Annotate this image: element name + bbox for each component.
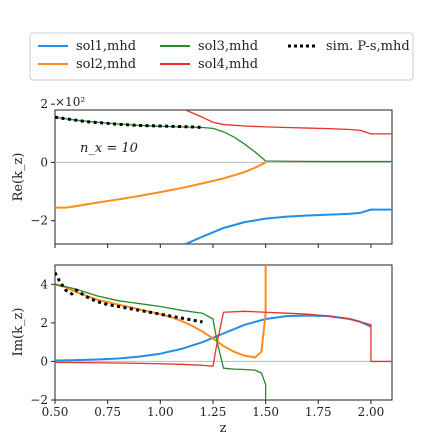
x-tick-label: 1.50 <box>252 405 279 419</box>
legend-label: sim. P-s,mhd <box>326 39 410 54</box>
y-tick-label: 4 <box>40 277 48 291</box>
series-sol2-mhd <box>55 161 267 209</box>
legend-label: sol4,mhd <box>198 57 258 72</box>
x-axis-label: z <box>220 421 227 436</box>
bottom-panel: 4 2 0 −2 0.50 0.75 1.00 1.25 1.50 1.75 2.00 Im(k_… <box>11 264 393 436</box>
bottom-y-ticks: 4 2 0 −2 <box>30 277 55 407</box>
x-tick-label: 0.75 <box>94 405 121 419</box>
top-annotation-nx: n_x = 10 <box>80 141 138 156</box>
x-tick-label: 1.25 <box>200 405 227 419</box>
series-sim-p-s-mhd <box>55 271 203 324</box>
series-sol2-mhd <box>55 265 267 359</box>
y-tick-label: −2 <box>30 393 48 407</box>
legend-entry-sim-p-s-mhd: sim. P-s,mhd <box>288 39 410 54</box>
series-sol4-mhd <box>185 110 392 135</box>
x-tick-label: 1.00 <box>147 405 174 419</box>
bottom-series-group <box>55 265 392 400</box>
legend-label: sol3,mhd <box>198 39 258 54</box>
y-tick-label: 2 <box>40 97 48 111</box>
x-tick-label: 2.00 <box>358 405 385 419</box>
bottom-y-axis-label: Im(k_z) <box>11 308 26 357</box>
legend: sol1,mhd sol3,mhd sim. P-s,mhd sol2,mhd sol4… <box>29 32 414 81</box>
top-y-axis-label: Re(k_z) <box>11 153 26 202</box>
top-series-group <box>55 110 392 244</box>
legend-entry-sol3-mhd: sol3,mhd <box>160 39 258 54</box>
legend-entry-sol2-mhd: sol2,mhd <box>38 57 136 72</box>
legend-label: sol1,mhd <box>76 39 136 54</box>
legend-entry-sol4-mhd: sol4,mhd <box>160 57 258 72</box>
bottom-plot-frame <box>54 264 393 401</box>
series-sol3-mhd <box>55 283 267 400</box>
series-sim-p-s-mhd <box>55 115 203 129</box>
y-tick-label: 2 <box>40 316 48 330</box>
series-sol1-mhd <box>185 208 392 244</box>
series-sol4-mhd <box>55 310 392 367</box>
x-tick-label: 1.75 <box>305 405 332 419</box>
top-y-ticks: 2 0 −2 <box>30 97 55 228</box>
top-panel: ×10² 2 0 −2 n_x = 10 Re(k_z) <box>11 95 393 248</box>
legend-frame <box>29 32 414 81</box>
y-tick-label: −2 <box>30 214 48 228</box>
bottom-x-ticks: 0.50 0.75 1.00 1.25 1.50 1.75 2.00 <box>42 400 385 419</box>
y-tick-label: 0 <box>40 354 48 368</box>
legend-entry-sol1-mhd: sol1,mhd <box>38 39 136 54</box>
top-plot-frame <box>54 109 393 245</box>
y-tick-label: 0 <box>40 155 48 169</box>
top-x-ticks <box>54 244 372 248</box>
legend-label: sol2,mhd <box>76 57 136 72</box>
top-y-multiplier: ×10² <box>55 95 85 109</box>
x-tick-label: 0.50 <box>42 405 69 419</box>
